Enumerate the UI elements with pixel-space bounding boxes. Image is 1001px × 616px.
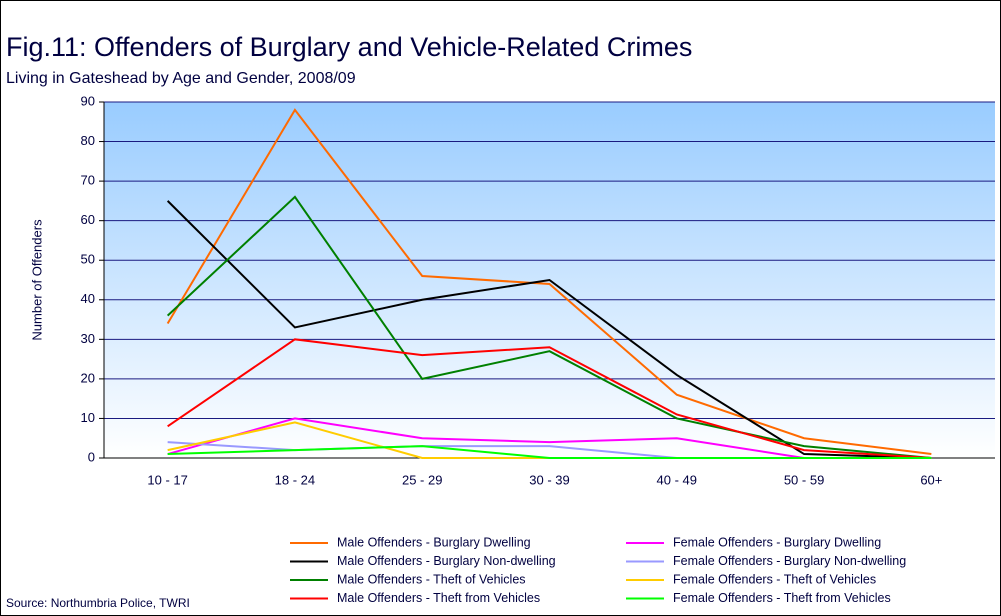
x-tick-label: 25 - 29 — [402, 472, 442, 487]
legend-label: Male Offenders - Burglary Non-dwelling — [337, 554, 556, 568]
legend-label: Female Offenders - Burglary Non-dwelling — [673, 554, 906, 568]
x-tick-label: 60+ — [920, 472, 942, 487]
x-tick-label: 40 - 49 — [657, 472, 697, 487]
chart-title: Fig.11: Offenders of Burglary and Vehicl… — [6, 32, 692, 62]
x-tick-label: 10 - 17 — [147, 472, 187, 487]
legend-label: Male Offenders - Theft from Vehicles — [337, 591, 540, 605]
series-line — [167, 445, 932, 459]
y-tick-label: 50 — [81, 252, 95, 267]
y-tick-label: 30 — [81, 331, 95, 346]
y-tick-label: 90 — [81, 93, 95, 108]
y-tick-label: 70 — [81, 173, 95, 188]
series-line — [166, 108, 932, 456]
y-tick-label: 0 — [88, 449, 95, 464]
y-tick-label: 40 — [81, 291, 95, 306]
y-tick-label: 80 — [81, 133, 95, 148]
chart-subtitle: Living in Gateshead by Age and Gender, 2… — [6, 70, 356, 87]
x-tick-label: 18 - 24 — [275, 472, 315, 487]
series-line — [166, 200, 932, 459]
legend-label: Female Offenders - Theft of Vehicles — [673, 572, 876, 586]
x-tick-label: 50 - 59 — [784, 472, 824, 487]
y-tick-label: 60 — [81, 212, 95, 227]
legend-label: Female Offenders - Burglary Dwelling — [673, 535, 881, 549]
series-line — [166, 195, 932, 459]
legend-label: Male Offenders - Theft of Vehicles — [337, 572, 526, 586]
source: Source: Northumbria Police, TWRI — [6, 596, 190, 610]
y-axis-label: Number of Offenders — [29, 219, 44, 341]
x-tick-label: 30 - 39 — [529, 472, 569, 487]
y-tick-label: 10 — [81, 410, 95, 425]
legend-label: Male Offenders - Burglary Dwelling — [337, 535, 531, 549]
series-line — [167, 338, 932, 459]
y-tick-label: 20 — [81, 370, 95, 385]
legend-label: Female Offenders - Theft from Vehicles — [673, 591, 891, 605]
